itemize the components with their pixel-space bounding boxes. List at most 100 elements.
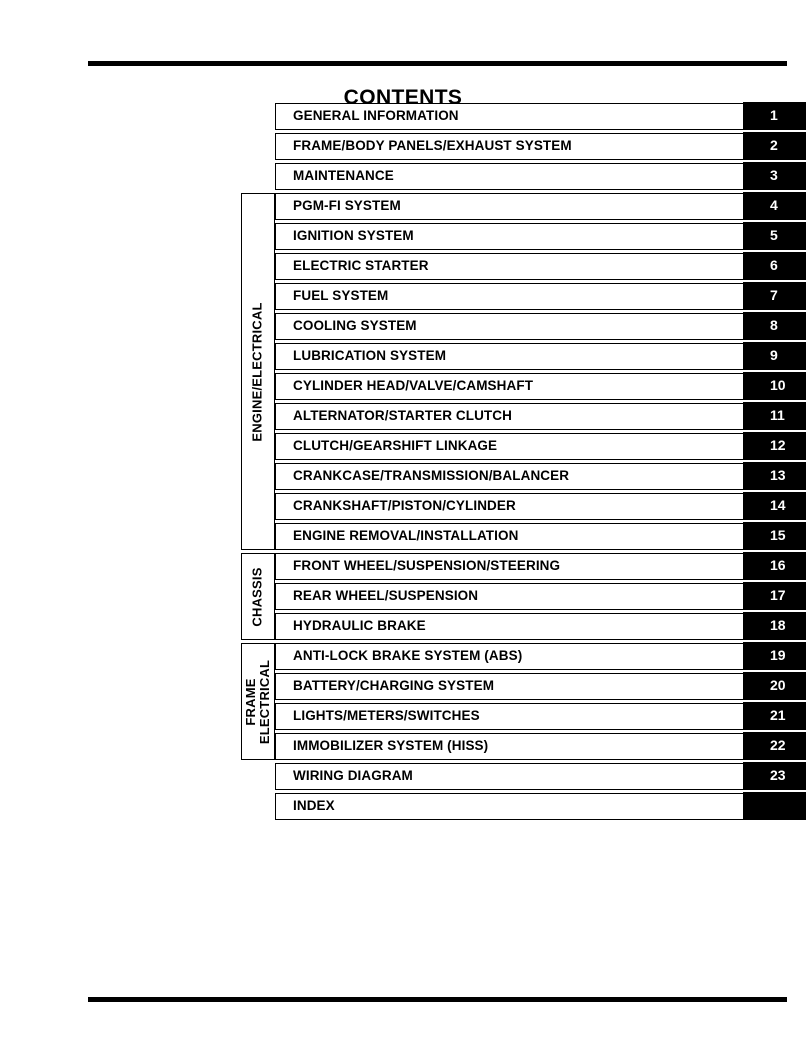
section-number-tab[interactable]: 23 xyxy=(743,762,806,790)
contents-row[interactable]: HYDRAULIC BRAKE 18 xyxy=(241,612,806,643)
contents-row-box[interactable]: FRAME/BODY PANELS/EXHAUST SYSTEM 2 xyxy=(275,132,806,160)
contents-row[interactable]: WIRING DIAGRAM 23 xyxy=(241,762,806,793)
group-bracket-gutter xyxy=(241,163,275,193)
contents-row[interactable]: ALTERNATOR/STARTER CLUTCH 11 xyxy=(241,402,806,433)
section-number-tab[interactable]: 18 xyxy=(743,612,806,640)
contents-row[interactable]: COOLING SYSTEM 8 xyxy=(241,312,806,343)
contents-row-box[interactable]: CRANKSHAFT/PISTON/CYLINDER 14 xyxy=(275,492,806,520)
contents-row-label: PGM-FI SYSTEM xyxy=(293,198,401,213)
contents-row[interactable]: INDEX xyxy=(241,792,806,823)
contents-row[interactable]: ENGINE REMOVAL/INSTALLATION 15 xyxy=(241,522,806,553)
group-bracket-label: CHASSIS xyxy=(250,566,266,627)
section-number-tab[interactable] xyxy=(743,792,806,820)
section-number-tab[interactable]: 7 xyxy=(743,282,806,310)
contents-row[interactable]: PGM-FI SYSTEM 4 xyxy=(241,192,806,223)
contents-row-box[interactable]: BATTERY/CHARGING SYSTEM 20 xyxy=(275,672,806,700)
section-number-tab[interactable]: 16 xyxy=(743,552,806,580)
section-number-tab[interactable]: 8 xyxy=(743,312,806,340)
contents-row[interactable]: FRONT WHEEL/SUSPENSION/STEERING 16 xyxy=(241,552,806,583)
contents-row-box[interactable]: CYLINDER HEAD/VALVE/CAMSHAFT 10 xyxy=(275,372,806,400)
contents-row-label: INDEX xyxy=(293,798,335,813)
contents-row-box[interactable]: WIRING DIAGRAM 23 xyxy=(275,762,806,790)
contents-row-label: ELECTRIC STARTER xyxy=(293,258,429,273)
contents-row-box[interactable]: GENERAL INFORMATION 1 xyxy=(275,102,806,130)
contents-row[interactable]: FUEL SYSTEM 7 xyxy=(241,282,806,313)
contents-row-box[interactable]: COOLING SYSTEM 8 xyxy=(275,312,806,340)
section-number-tab[interactable]: 19 xyxy=(743,642,806,670)
contents-row[interactable]: FRAME/BODY PANELS/EXHAUST SYSTEM 2 xyxy=(241,132,806,163)
contents-row-label: CRANKCASE/TRANSMISSION/BALANCER xyxy=(293,468,570,483)
contents-row-box[interactable]: LUBRICATION SYSTEM 9 xyxy=(275,342,806,370)
section-number-tab[interactable]: 14 xyxy=(743,492,806,520)
contents-row[interactable]: ANTI-LOCK BRAKE SYSTEM (ABS) 19 xyxy=(241,642,806,673)
contents-row-label: WIRING DIAGRAM xyxy=(293,768,413,783)
section-number-tab[interactable]: 11 xyxy=(743,402,806,430)
contents-row-box[interactable]: IMMOBILIZER SYSTEM (HISS) 22 xyxy=(275,732,806,760)
section-number-tab[interactable]: 10 xyxy=(743,372,806,400)
contents-row-box[interactable]: ANTI-LOCK BRAKE SYSTEM (ABS) 19 xyxy=(275,642,806,670)
contents-row-box[interactable]: ENGINE REMOVAL/INSTALLATION 15 xyxy=(275,522,806,550)
section-number-tab[interactable]: 6 xyxy=(743,252,806,280)
section-number-tab[interactable]: 21 xyxy=(743,702,806,730)
contents-row-box[interactable]: FRONT WHEEL/SUSPENSION/STEERING 16 xyxy=(275,552,806,580)
section-number-tab[interactable]: 5 xyxy=(743,222,806,250)
page-bottom-rule xyxy=(88,997,787,1002)
contents-row-label: FRONT WHEEL/SUSPENSION/STEERING xyxy=(293,558,561,573)
group-bracket-label-line: CHASSIS xyxy=(250,566,266,627)
group-bracket-gutter xyxy=(241,763,275,793)
contents-row-box[interactable]: ALTERNATOR/STARTER CLUTCH 11 xyxy=(275,402,806,430)
contents-row-box[interactable]: LIGHTS/METERS/SWITCHES 21 xyxy=(275,702,806,730)
group-bracket-label-line: ELECTRICAL xyxy=(257,659,272,744)
contents-row[interactable]: REAR WHEEL/SUSPENSION 17 xyxy=(241,582,806,613)
contents-row[interactable]: ELECTRIC STARTER 6 xyxy=(241,252,806,283)
contents-row-box[interactable]: FUEL SYSTEM 7 xyxy=(275,282,806,310)
group-bracket-label-line: FRAME xyxy=(243,677,258,726)
contents-row-box[interactable]: MAINTENANCE 3 xyxy=(275,162,806,190)
contents-row-box[interactable]: IGNITION SYSTEM 5 xyxy=(275,222,806,250)
section-number-tab[interactable]: 9 xyxy=(743,342,806,370)
group-bracket-gutter xyxy=(241,793,275,823)
section-number-tab[interactable]: 15 xyxy=(743,522,806,550)
contents-row[interactable]: GENERAL INFORMATION 1 xyxy=(241,102,806,133)
group-bracket-gutter xyxy=(241,133,275,163)
contents-row-label: LIGHTS/METERS/SWITCHES xyxy=(293,708,480,723)
contents-row-label: BATTERY/CHARGING SYSTEM xyxy=(293,678,495,693)
section-number-tab[interactable]: 22 xyxy=(743,732,806,760)
contents-row-label: ANTI-LOCK BRAKE SYSTEM (ABS) xyxy=(293,648,523,663)
section-number-tab[interactable]: 1 xyxy=(743,102,806,130)
contents-row[interactable]: IGNITION SYSTEM 5 xyxy=(241,222,806,253)
contents-row-box[interactable]: HYDRAULIC BRAKE 18 xyxy=(275,612,806,640)
section-number-tab[interactable]: 3 xyxy=(743,162,806,190)
section-number-tab[interactable]: 17 xyxy=(743,582,806,610)
contents-row[interactable]: IMMOBILIZER SYSTEM (HISS) 22 xyxy=(241,732,806,763)
contents-row-box[interactable]: PGM-FI SYSTEM 4 xyxy=(275,192,806,220)
group-bracket-gutter xyxy=(241,103,275,133)
contents-row-label: FUEL SYSTEM xyxy=(293,288,389,303)
contents-row-box[interactable]: REAR WHEEL/SUSPENSION 17 xyxy=(275,582,806,610)
section-number-tab[interactable]: 2 xyxy=(743,132,806,160)
contents-row[interactable]: BATTERY/CHARGING SYSTEM 20 xyxy=(241,672,806,703)
contents-row[interactable]: CLUTCH/GEARSHIFT LINKAGE 12 xyxy=(241,432,806,463)
contents-row[interactable]: LIGHTS/METERS/SWITCHES 21 xyxy=(241,702,806,733)
group-bracket-label-line: ENGINE/ELECTRICAL xyxy=(250,301,265,442)
contents-row[interactable]: CYLINDER HEAD/VALVE/CAMSHAFT 10 xyxy=(241,372,806,403)
section-number-tab[interactable]: 13 xyxy=(743,462,806,490)
contents-row-box[interactable]: CLUTCH/GEARSHIFT LINKAGE 12 xyxy=(275,432,806,460)
contents-row[interactable]: MAINTENANCE 3 xyxy=(241,162,806,193)
contents-row-label: CYLINDER HEAD/VALVE/CAMSHAFT xyxy=(293,378,534,393)
contents-row-label: IMMOBILIZER SYSTEM (HISS) xyxy=(293,738,489,753)
section-number-tab[interactable]: 20 xyxy=(743,672,806,700)
section-number-tab[interactable]: 4 xyxy=(743,192,806,220)
contents-row-box[interactable]: INDEX xyxy=(275,792,806,820)
section-number-tab[interactable]: 12 xyxy=(743,432,806,460)
contents-row[interactable]: LUBRICATION SYSTEM 9 xyxy=(241,342,806,373)
contents-row-label: GENERAL INFORMATION xyxy=(293,108,459,123)
contents-row-label: CLUTCH/GEARSHIFT LINKAGE xyxy=(293,438,498,453)
contents-row[interactable]: CRANKSHAFT/PISTON/CYLINDER 14 xyxy=(241,492,806,523)
contents-row-box[interactable]: ELECTRIC STARTER 6 xyxy=(275,252,806,280)
contents-row-label: ENGINE REMOVAL/INSTALLATION xyxy=(293,528,519,543)
contents-row-label: ALTERNATOR/STARTER CLUTCH xyxy=(293,408,512,423)
contents-row[interactable]: CRANKCASE/TRANSMISSION/BALANCER 13 xyxy=(241,462,806,493)
contents-row-box[interactable]: CRANKCASE/TRANSMISSION/BALANCER 13 xyxy=(275,462,806,490)
contents-row-label: IGNITION SYSTEM xyxy=(293,228,414,243)
